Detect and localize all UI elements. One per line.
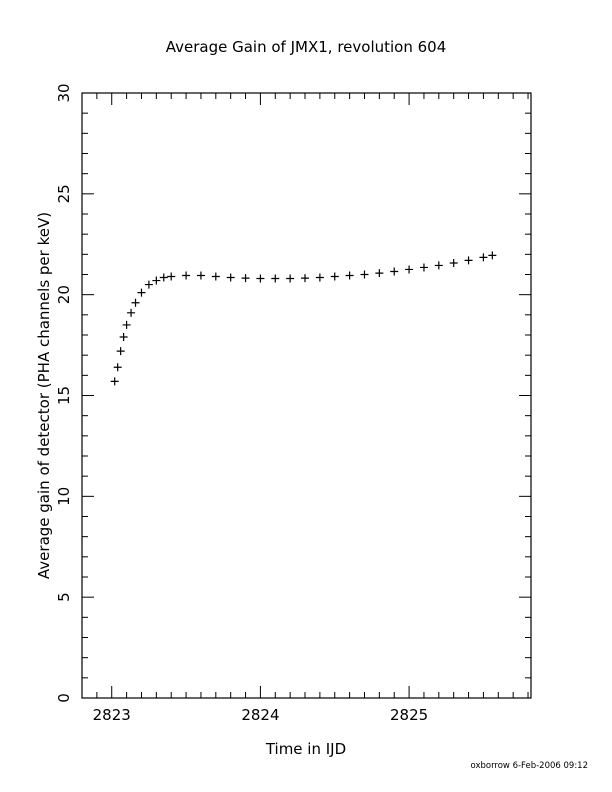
data-point (211, 272, 220, 281)
data-point (113, 363, 122, 372)
y-axis-label: Average gain of detector (PHA channels p… (35, 212, 53, 579)
data-point (137, 288, 146, 297)
x-tick-label: 2824 (241, 706, 279, 724)
data-point (122, 320, 131, 329)
data-point (479, 253, 488, 262)
data-points (110, 251, 497, 386)
data-point (330, 272, 339, 281)
data-point (131, 298, 140, 307)
tick-labels: 0 5 10 15 20 25 30 2823 2824 2825 (55, 83, 428, 724)
data-point (226, 273, 235, 282)
data-point (241, 274, 250, 283)
data-point (375, 269, 384, 278)
data-point (419, 263, 428, 272)
x-tick-label: 2823 (93, 706, 131, 724)
data-point (360, 270, 369, 279)
data-point (256, 274, 265, 283)
data-point (488, 251, 497, 260)
chart-title: Average Gain of JMX1, revolution 604 (166, 38, 447, 56)
data-point (152, 276, 161, 285)
data-point (271, 274, 280, 283)
data-point (449, 259, 458, 268)
x-axis-label: Time in IJD (265, 740, 346, 758)
plot-frame (81, 92, 532, 699)
data-point (390, 267, 399, 276)
y-tick-label: 25 (55, 184, 73, 203)
data-point (159, 273, 168, 282)
data-point (434, 261, 443, 270)
data-point (167, 272, 176, 281)
y-tick-label: 30 (55, 83, 73, 102)
data-point (286, 274, 295, 283)
data-point (345, 271, 354, 280)
data-point (119, 333, 128, 342)
axis-ticks (81, 92, 531, 699)
y-tick-label: 5 (55, 592, 73, 602)
data-point (464, 256, 473, 265)
data-point (116, 347, 125, 356)
data-point (301, 274, 310, 283)
data-point (144, 280, 153, 289)
y-tick-label: 15 (55, 386, 73, 405)
y-tick-label: 10 (55, 487, 73, 506)
y-tick-label: 0 (55, 693, 73, 703)
data-point (196, 271, 205, 280)
data-point (315, 273, 324, 282)
data-point (182, 271, 191, 280)
data-point (110, 377, 119, 386)
footer-credit: oxborrow 6-Feb-2006 09:12 (471, 761, 589, 771)
y-tick-label: 20 (55, 285, 73, 304)
data-point (405, 265, 414, 274)
data-point (127, 308, 136, 317)
x-tick-label: 2825 (390, 706, 428, 724)
